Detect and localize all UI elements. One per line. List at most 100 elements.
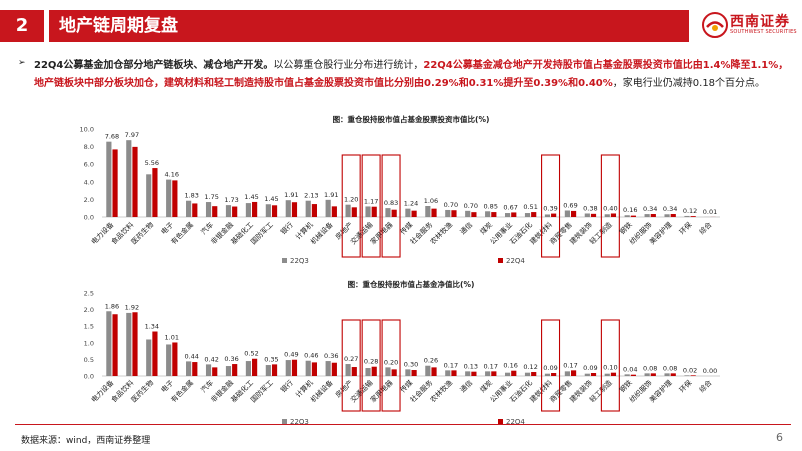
category-label: 机械设备 — [309, 220, 335, 246]
bar-22q4 — [411, 210, 417, 217]
data-label: 1.01 — [165, 333, 179, 341]
data-label: 0.17 — [563, 361, 577, 369]
data-label: 0.85 — [483, 202, 497, 210]
bar-22q3 — [544, 214, 551, 217]
footer-divider — [15, 424, 791, 425]
data-label: 0.49 — [284, 351, 298, 359]
y-tick-label: 0.5 — [84, 356, 94, 364]
bar-22q4 — [451, 370, 457, 376]
bar-22q4 — [570, 210, 577, 217]
data-label: 0.00 — [703, 367, 717, 375]
data-label: 1.86 — [105, 302, 119, 310]
bar-22q3 — [265, 204, 271, 217]
logo-text-cn: 西南证券 — [730, 14, 790, 30]
bar-22q3 — [225, 205, 232, 217]
data-label: 1.24 — [404, 200, 418, 208]
data-label: 1.45 — [264, 195, 278, 203]
category-label: 汽车 — [199, 220, 215, 236]
bar-22q3 — [425, 206, 431, 217]
bar-22q3 — [524, 372, 531, 376]
category-label: 美容护理 — [647, 220, 673, 246]
bar-22q3 — [504, 372, 511, 376]
category-label: 钢铁 — [617, 220, 633, 236]
data-label: 0.27 — [344, 355, 358, 363]
legend-swatch-22q4 — [498, 419, 503, 424]
bar-22q3 — [624, 215, 630, 217]
category-label: 轻工制造 — [588, 220, 614, 246]
bar-22q3 — [564, 210, 570, 217]
bar-22q3 — [166, 179, 172, 217]
category-label: 传媒 — [398, 378, 414, 394]
bar-22q4 — [391, 209, 397, 217]
bar-22q4 — [311, 362, 318, 376]
data-label: 1.92 — [125, 303, 139, 311]
y-tick-label: 0.0 — [84, 373, 94, 381]
bar-22q3 — [385, 208, 391, 217]
category-label: 煤炭 — [478, 220, 494, 236]
data-label: 0.42 — [204, 355, 218, 363]
data-label: 0.36 — [324, 352, 338, 360]
data-label: 0.52 — [244, 350, 258, 358]
data-label: 0.40 — [603, 204, 617, 212]
data-label: 1.91 — [324, 191, 338, 199]
bar-22q4 — [371, 366, 377, 376]
bar-22q4 — [132, 146, 138, 217]
category-label: 医药生物 — [129, 220, 155, 246]
bar-22q3 — [684, 215, 690, 217]
data-label: 0.39 — [543, 205, 557, 213]
bar-22q3 — [126, 140, 132, 217]
bar-22q3 — [644, 214, 650, 217]
chart-title-1: 图：重仓股持股市值占基金股票投资市值比(%) — [333, 114, 490, 124]
legend-label-22q4: 22Q4 — [506, 257, 525, 265]
data-label: 0.12 — [683, 207, 697, 215]
data-label: 0.17 — [444, 361, 458, 369]
data-label: 0.34 — [663, 205, 677, 213]
bar-22q3 — [445, 209, 451, 217]
y-tick-label: 4.0 — [84, 178, 94, 186]
bar-22q3 — [385, 367, 391, 376]
bar-22q3 — [465, 210, 471, 217]
data-label: 0.01 — [703, 208, 717, 216]
bar-22q4 — [311, 204, 318, 217]
bar-22q4 — [172, 180, 178, 217]
data-label: 0.08 — [663, 364, 677, 372]
data-label: 0.28 — [364, 358, 378, 366]
category-label: 家用电器 — [368, 378, 394, 404]
bar-22q4 — [252, 358, 258, 376]
summary-end: ，家电行业仍减持0.18个百分点。 — [612, 78, 766, 89]
data-source: 数据来源：wind，西南证券整理 — [21, 436, 151, 446]
bar-22q4 — [112, 149, 118, 217]
category-label: 煤炭 — [478, 378, 494, 394]
bar-22q3 — [225, 366, 232, 376]
y-tick-label: 2.0 — [84, 196, 94, 204]
bar-22q3 — [664, 373, 670, 376]
data-label: 0.44 — [184, 352, 198, 360]
bar-22q3 — [205, 202, 212, 217]
bar-22q3 — [146, 339, 152, 376]
bar-22q3 — [684, 375, 690, 376]
bar-22q3 — [285, 360, 291, 376]
y-tick-label: 10.0 — [80, 126, 94, 134]
bar-22q3 — [465, 371, 471, 376]
bar-22q3 — [445, 370, 451, 376]
bar-22q4 — [491, 371, 497, 376]
bar-22q3 — [425, 365, 431, 376]
bar-22q4 — [551, 373, 557, 376]
category-label: 医药生物 — [129, 378, 155, 404]
bar-22q4 — [670, 373, 676, 376]
bar-22q3 — [405, 369, 411, 376]
bar-22q3 — [664, 214, 670, 217]
bar-22q4 — [351, 207, 357, 217]
category-label: 农林牧渔 — [428, 378, 454, 404]
logo-mark-icon — [702, 12, 728, 38]
y-tick-label: 0.0 — [84, 214, 94, 222]
bar-22q4 — [630, 215, 636, 217]
data-label: 0.70 — [444, 201, 458, 209]
y-tick-label: 2.5 — [84, 290, 94, 298]
data-label: 0.13 — [464, 362, 478, 370]
category-label: 电子 — [159, 220, 175, 236]
bar-22q3 — [405, 208, 411, 217]
data-label: 1.83 — [184, 192, 198, 200]
bar-22q4 — [252, 201, 258, 217]
